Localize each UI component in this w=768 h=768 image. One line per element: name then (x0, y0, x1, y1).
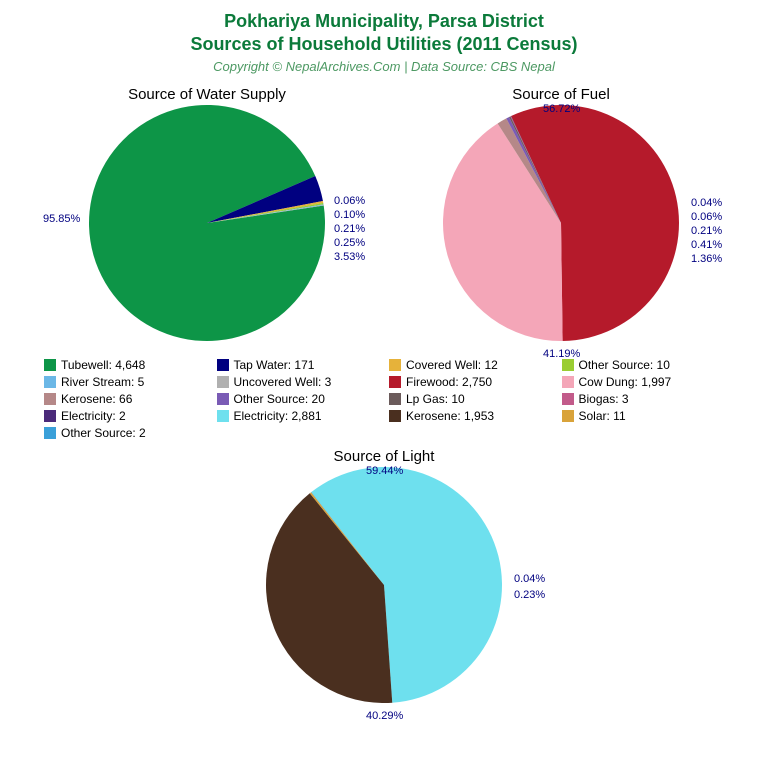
legend-item: River Stream: 5 (44, 375, 207, 389)
main-title-line1: Pokhariya Municipality, Parsa District (0, 10, 768, 33)
legend-label: Tubewell: 4,648 (61, 358, 145, 372)
pct-label: 95.85% (43, 213, 80, 225)
legend-label: Firewood: 2,750 (406, 375, 492, 389)
pct-label: 0.04% (514, 573, 545, 585)
legend-item: Firewood: 2,750 (389, 375, 552, 389)
legend-item: Electricity: 2 (44, 409, 207, 423)
legend-swatch (44, 393, 56, 405)
legend-swatch (389, 359, 401, 371)
legend-label: Electricity: 2 (61, 409, 126, 423)
legend-item: Other Source: 2 (44, 426, 207, 440)
legend-label: Solar: 11 (579, 409, 626, 423)
pct-label: 0.10% (334, 209, 365, 221)
legend-swatch (562, 410, 574, 422)
pct-label: 59.44% (366, 465, 403, 477)
pct-label: 40.29% (366, 710, 403, 722)
legend: Tubewell: 4,648 Tap Water: 171 Covered Wel… (44, 358, 724, 440)
legend-label: Cow Dung: 1,997 (579, 375, 672, 389)
legend-label: Kerosene: 1,953 (406, 409, 494, 423)
water-chart-title: Source of Water Supply (89, 86, 325, 103)
legend-label: River Stream: 5 (61, 375, 144, 389)
pct-label: 0.06% (334, 195, 365, 207)
legend-swatch (44, 427, 56, 439)
pct-label: 0.21% (691, 225, 722, 237)
legend-label: Uncovered Well: 3 (234, 375, 332, 389)
legend-label: Lp Gas: 10 (406, 392, 465, 406)
pct-label: 41.19% (543, 348, 580, 360)
fuel-chart: Source of Fuel 56.72%0.04%0.06%0.21%0.41… (443, 86, 679, 346)
legend-item: Cow Dung: 1,997 (562, 375, 725, 389)
legend-label: Electricity: 2,881 (234, 409, 322, 423)
legend-item: Covered Well: 12 (389, 358, 552, 372)
legend-item: Kerosene: 66 (44, 392, 207, 406)
pct-label: 0.21% (334, 223, 365, 235)
legend-item: Lp Gas: 10 (389, 392, 552, 406)
pct-label: 1.36% (691, 253, 722, 265)
pct-label: 0.23% (514, 589, 545, 601)
legend-swatch (562, 393, 574, 405)
legend-item: Solar: 11 (562, 409, 725, 423)
legend-item: Tubewell: 4,648 (44, 358, 207, 372)
legend-swatch (389, 393, 401, 405)
legend-item: Kerosene: 1,953 (389, 409, 552, 423)
pct-label: 56.72% (543, 103, 580, 115)
legend-item: Other Source: 20 (217, 392, 380, 406)
legend-label: Other Source: 10 (579, 358, 670, 372)
fuel-chart-title: Source of Fuel (443, 86, 679, 103)
legend-swatch (217, 376, 229, 388)
pie-svg (89, 105, 325, 341)
pct-label: 0.06% (691, 211, 722, 223)
copyright-text: Copyright © NepalArchives.Com | Data Sou… (0, 59, 768, 74)
pct-label: 0.25% (334, 237, 365, 249)
pct-label: 0.04% (691, 197, 722, 209)
legend-swatch (389, 410, 401, 422)
pie-svg (443, 105, 679, 341)
legend-label: Biogas: 3 (579, 392, 629, 406)
legend-swatch (217, 393, 229, 405)
legend-swatch (44, 376, 56, 388)
legend-item: Biogas: 3 (562, 392, 725, 406)
pct-label: 0.41% (691, 239, 722, 251)
legend-swatch (562, 359, 574, 371)
legend-swatch (44, 359, 56, 371)
legend-swatch (217, 359, 229, 371)
main-title-line2: Sources of Household Utilities (2011 Cen… (0, 33, 768, 56)
legend-label: Tap Water: 171 (234, 358, 315, 372)
pie-svg (266, 467, 502, 703)
legend-swatch (217, 410, 229, 422)
legend-item: Electricity: 2,881 (217, 409, 380, 423)
pct-label: 3.53% (334, 251, 365, 263)
legend-swatch (389, 376, 401, 388)
light-chart: Source of Light 59.44%0.04%0.23%40.29% (266, 448, 502, 708)
legend-item: Tap Water: 171 (217, 358, 380, 372)
legend-swatch (44, 410, 56, 422)
legend-label: Covered Well: 12 (406, 358, 498, 372)
legend-item: Uncovered Well: 3 (217, 375, 380, 389)
light-chart-title: Source of Light (266, 448, 502, 465)
legend-label: Other Source: 20 (234, 392, 325, 406)
water-chart: Source of Water Supply 95.85%0.06%0.10%0… (89, 86, 325, 346)
legend-label: Kerosene: 66 (61, 392, 132, 406)
legend-item: Other Source: 10 (562, 358, 725, 372)
legend-swatch (562, 376, 574, 388)
legend-label: Other Source: 2 (61, 426, 146, 440)
